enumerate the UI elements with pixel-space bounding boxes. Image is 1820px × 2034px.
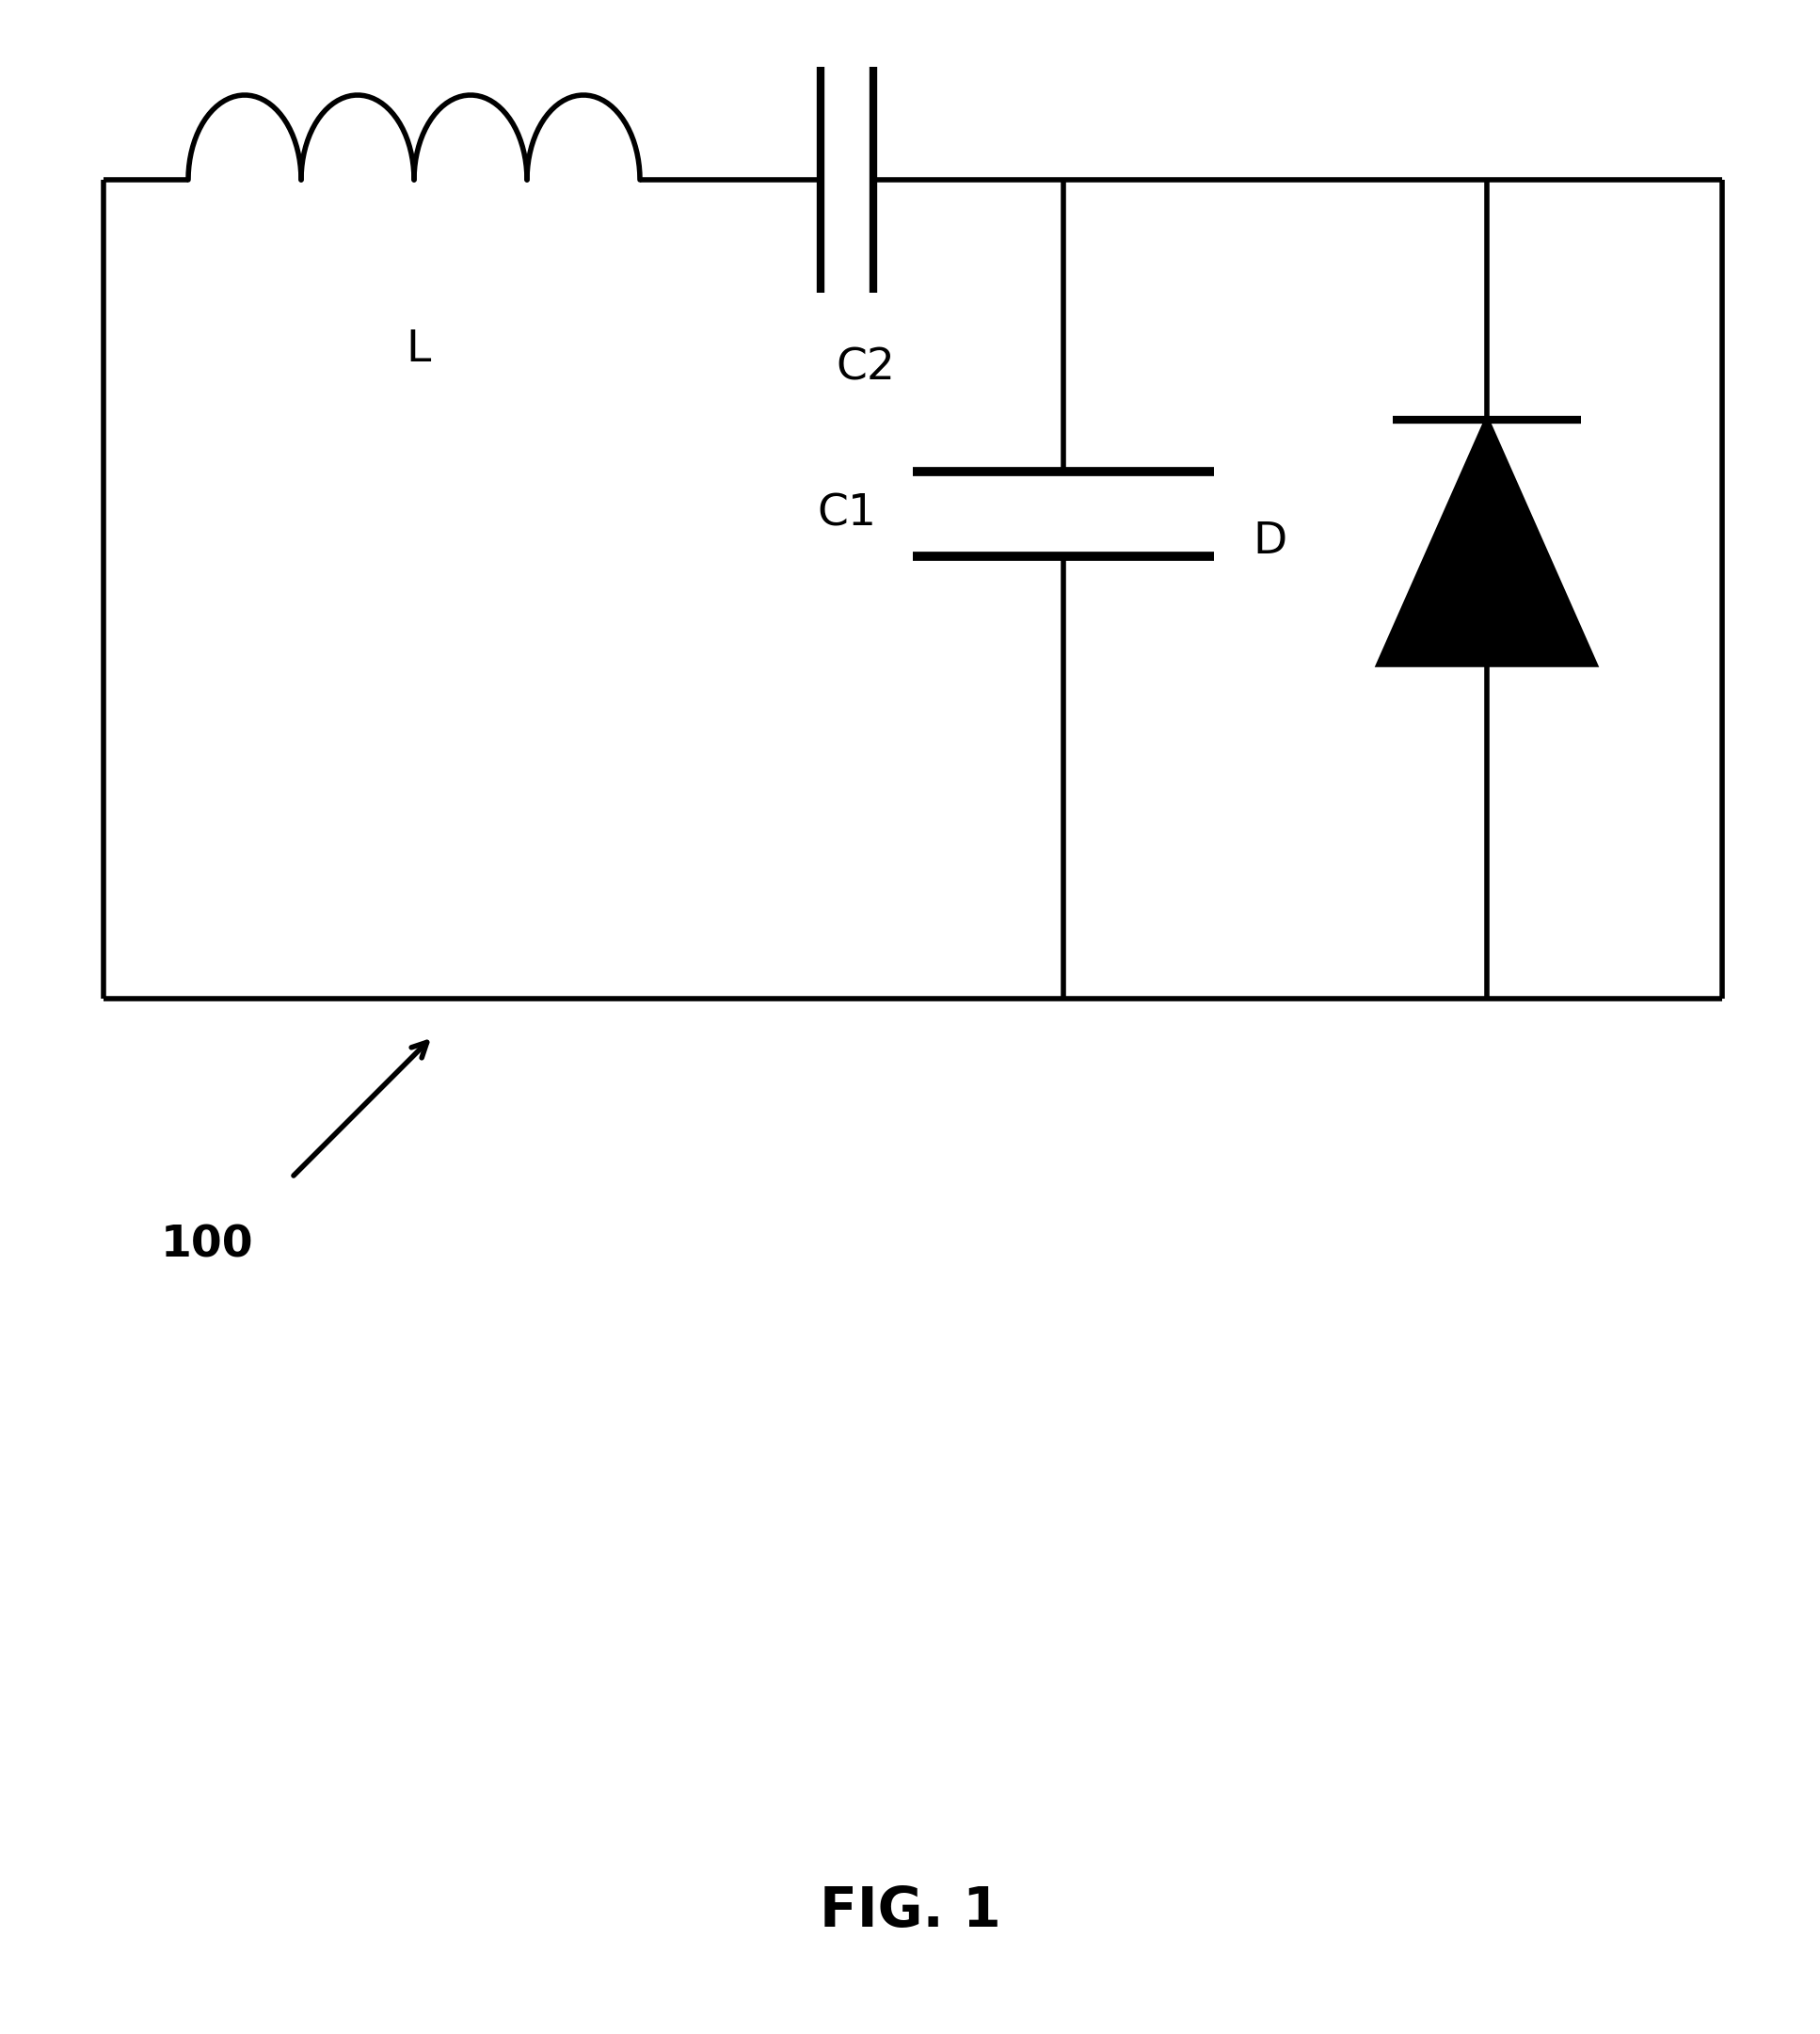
Text: C2: C2: [835, 348, 895, 388]
Text: L: L: [406, 327, 431, 370]
Text: FIG. 1: FIG. 1: [819, 1886, 1001, 1938]
Polygon shape: [1378, 419, 1594, 665]
Text: 100: 100: [160, 1224, 253, 1267]
Text: C1: C1: [817, 492, 877, 535]
Text: D: D: [1254, 521, 1287, 563]
